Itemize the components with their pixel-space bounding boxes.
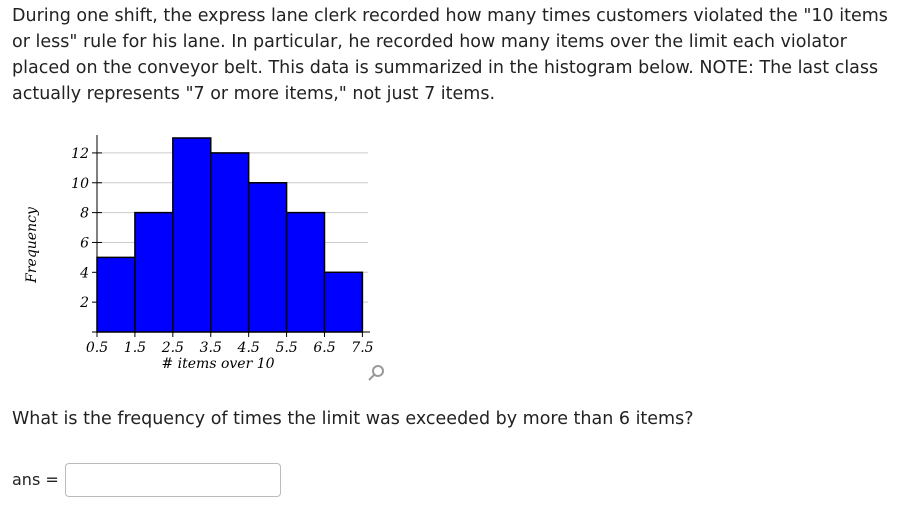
- answer-input[interactable]: [65, 463, 281, 497]
- bar: [96, 256, 136, 333]
- x-tick-label: 3.5: [200, 340, 222, 356]
- bar: [285, 211, 326, 333]
- bar: [247, 182, 288, 333]
- bar: [134, 211, 174, 333]
- bar: [210, 152, 250, 333]
- x-tick-label: 6.5: [313, 340, 335, 356]
- y-tick-label: 4: [79, 265, 89, 281]
- x-tick-label: 0.5: [86, 340, 108, 356]
- y-tick-label: 8: [80, 206, 89, 222]
- y-tick-label: 10: [71, 176, 89, 192]
- y-tick-label: 6: [80, 235, 89, 251]
- bar: [172, 137, 212, 333]
- question-text: During one shift, the express lane clerk…: [12, 6, 888, 104]
- y-tick-label: 12: [71, 146, 89, 162]
- prompt-text: What is the frequency of times the limit…: [12, 409, 694, 429]
- x-axis-label: # items over 10: [161, 356, 274, 372]
- x-tick-label: 2.5: [161, 340, 184, 356]
- zoom-icon[interactable]: [368, 365, 384, 381]
- x-tick-label: 1.5: [124, 340, 146, 356]
- histogram: Frequency # items over 10 2 4 6 8 10 12 0.5 1.5…: [24, 135, 384, 381]
- bar: [323, 271, 364, 333]
- x-tick-label: 4.5: [237, 340, 260, 356]
- answer-label: ans =: [12, 470, 59, 489]
- y-axis-label: Frequency: [24, 206, 40, 284]
- x-tick-label: 5.5: [275, 340, 297, 356]
- x-tick-label: 7.5: [351, 340, 373, 356]
- y-tick-label: 2: [79, 295, 89, 311]
